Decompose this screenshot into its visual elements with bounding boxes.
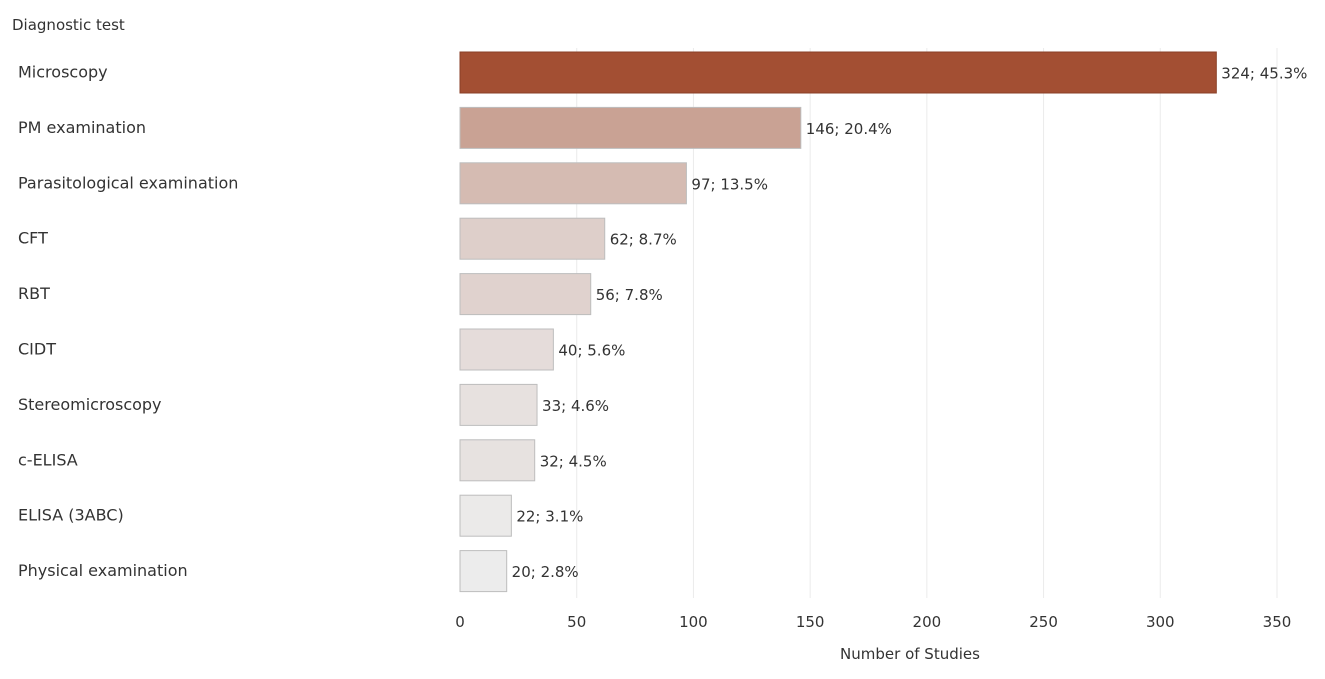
bar [459, 494, 512, 537]
x-tick-label: 50 [567, 613, 586, 631]
x-tick-label: 250 [1029, 613, 1058, 631]
x-tick-label: 200 [913, 613, 942, 631]
data-label: 20; 2.8% [512, 563, 579, 581]
category-label: CFT [18, 229, 48, 248]
category-label: Parasitological examination [18, 173, 238, 192]
bar [459, 328, 554, 371]
category-label: PM examination [18, 118, 146, 137]
bar [459, 51, 1217, 94]
data-label: 146; 20.4% [806, 120, 892, 138]
bar [459, 217, 606, 260]
data-label: 22; 3.1% [516, 508, 583, 526]
category-label: RBT [18, 284, 50, 303]
x-tick-label: 100 [679, 613, 708, 631]
bar [459, 383, 538, 426]
x-axis-title: Number of Studies [840, 645, 980, 663]
category-label: Stereomicroscopy [18, 395, 162, 414]
y-axis-title: Diagnostic test [12, 16, 125, 34]
data-label: 56; 7.8% [596, 286, 663, 304]
data-label: 32; 4.5% [540, 452, 607, 470]
category-label: c-ELISA [18, 450, 78, 469]
bar [459, 106, 802, 149]
bar [459, 439, 536, 482]
x-tick-label: 300 [1146, 613, 1175, 631]
category-label: CIDT [18, 340, 56, 359]
data-label: 62; 8.7% [610, 231, 677, 249]
data-label: 33; 4.6% [542, 397, 609, 415]
data-label: 324; 45.3% [1221, 65, 1307, 83]
category-label: ELISA (3ABC) [18, 506, 124, 525]
data-label: 97; 13.5% [691, 175, 768, 193]
x-tick-label: 150 [796, 613, 825, 631]
x-tick-label: 350 [1263, 613, 1292, 631]
category-label: Physical examination [18, 561, 188, 580]
data-label: 40; 5.6% [558, 342, 625, 360]
bar [459, 273, 592, 316]
category-label: Microscopy [18, 63, 108, 82]
bar [459, 550, 508, 593]
bar [459, 162, 687, 205]
x-tick-label: 0 [455, 613, 465, 631]
